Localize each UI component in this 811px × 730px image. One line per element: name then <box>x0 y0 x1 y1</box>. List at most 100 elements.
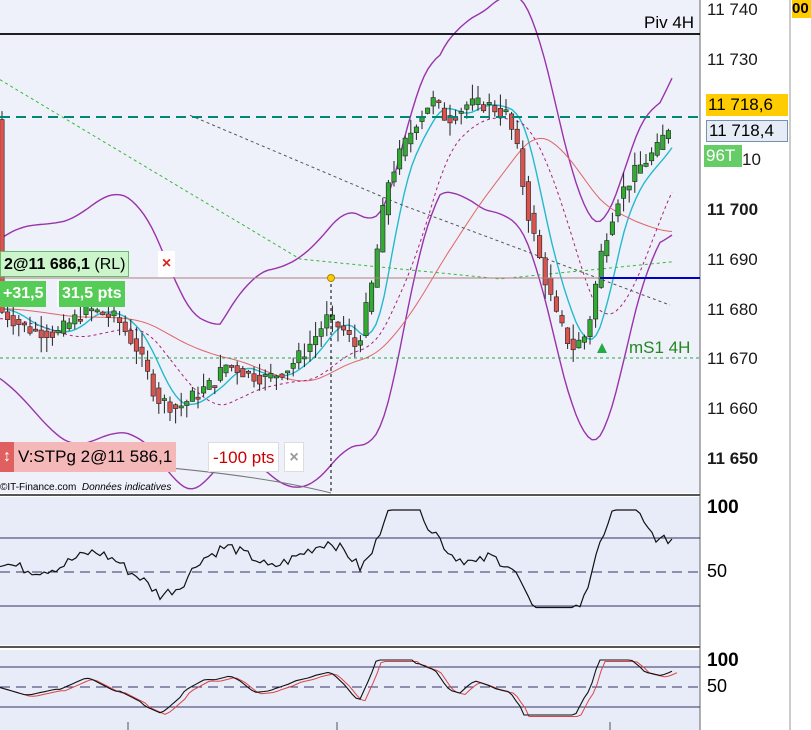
candle-body <box>173 404 179 409</box>
candle-body <box>363 302 369 336</box>
candle-body <box>609 221 615 235</box>
current-price-tag: 11 718,6 <box>706 94 788 116</box>
slow-moving-average <box>0 137 673 382</box>
credits-source: ©IT-Finance.com <box>0 482 77 493</box>
rsi-panel-background <box>0 497 700 645</box>
price-tick: 11 660 <box>707 399 758 418</box>
stop-order-points: -100 pts <box>208 442 280 472</box>
candle-body <box>413 126 419 134</box>
candle-body <box>201 386 207 394</box>
green-dashed-average <box>0 79 673 280</box>
stop-order-drag-icon[interactable]: ↕ <box>0 442 14 472</box>
credits-note: Données indicatives <box>81 482 172 493</box>
bollinger-upper <box>0 0 673 325</box>
candle-body <box>105 313 111 318</box>
ms1-label: mS1 4H <box>629 338 691 357</box>
candle-body <box>458 110 464 114</box>
candle-body <box>665 130 671 139</box>
candle-body <box>464 104 470 110</box>
candle-body <box>509 113 515 130</box>
position-order-suffix: (RL) <box>94 256 126 273</box>
candle-body <box>531 212 537 234</box>
candle-body <box>184 401 190 406</box>
candle-body <box>402 137 408 157</box>
candle-body <box>514 128 520 145</box>
candle-body <box>621 186 627 199</box>
bollinger-bands <box>0 0 673 490</box>
price-tick-partial: 10 <box>742 150 761 169</box>
candle-body <box>161 398 167 401</box>
candle-body <box>643 162 649 167</box>
candle-body <box>0 119 5 313</box>
credits: ©IT-Finance.com Données indicatives <box>0 482 171 493</box>
price-tick: 11 690 <box>707 250 758 269</box>
candle-body <box>49 331 55 338</box>
candle-body <box>111 310 117 317</box>
candle-body <box>503 109 509 113</box>
candle-body <box>341 325 347 331</box>
candle-body <box>447 115 453 124</box>
second-price-tag: 11 718,4 <box>706 120 788 142</box>
corner-price-tag: 00 <box>792 0 811 18</box>
candle-body <box>481 104 487 112</box>
candle-body <box>21 322 27 326</box>
candle-body <box>5 311 11 320</box>
candle-body <box>385 182 391 216</box>
candle-body <box>313 336 319 346</box>
candle-body <box>262 374 268 377</box>
candle-body <box>117 317 123 324</box>
close-stop-order-icon[interactable]: × <box>284 442 304 472</box>
candle-body <box>206 380 212 390</box>
candle-body <box>139 346 145 355</box>
candle-body <box>548 277 554 295</box>
price-tick: 11 680 <box>707 300 758 319</box>
candle-body <box>257 374 263 385</box>
candle-body <box>66 322 72 329</box>
candle-body <box>16 318 22 325</box>
candle-body <box>217 367 223 381</box>
candle-body <box>290 362 296 369</box>
candle-body <box>649 152 655 162</box>
candle-body <box>497 108 503 117</box>
position-order-text: 2@11 686,1 <box>4 256 90 273</box>
candle-body <box>27 326 33 334</box>
candle-body <box>212 385 218 388</box>
long-trend-average <box>189 114 671 306</box>
price-panel-background <box>0 0 700 493</box>
candle-body <box>296 350 302 364</box>
stochastic-panel-background <box>0 650 700 730</box>
price-tick: 11 730 <box>707 50 758 69</box>
candle-body <box>234 365 240 373</box>
candle-body <box>604 240 610 257</box>
bollinger-lower <box>0 191 673 490</box>
candle-body <box>542 257 548 286</box>
candle-body <box>122 321 128 333</box>
price-tick: 11 700 <box>707 200 759 219</box>
candle-body <box>156 387 162 404</box>
price-tick: 11 650 <box>707 449 759 468</box>
price-tick: 11 740 <box>707 0 758 19</box>
candle-body <box>150 373 156 397</box>
candle-body <box>380 205 386 253</box>
rsi-line <box>0 509 673 609</box>
candlesticks <box>0 84 671 424</box>
candle-body <box>307 343 313 352</box>
candle-body <box>167 401 173 413</box>
candle-body <box>397 148 403 170</box>
candle-body <box>72 314 78 325</box>
candle-body <box>626 185 632 191</box>
close-position-icon[interactable]: × <box>158 251 175 277</box>
candle-body <box>285 370 291 374</box>
candle-body <box>245 370 251 374</box>
candle-body <box>593 283 599 320</box>
candle-body <box>637 164 643 174</box>
rsi-50-label: 50 <box>707 561 728 581</box>
position-order-box[interactable]: 2@11 686,1 (RL) <box>0 251 130 277</box>
pnl-points-badge: 31,5 pts <box>57 281 125 307</box>
candle-body <box>559 315 565 324</box>
candle-body <box>10 315 16 327</box>
candle-body <box>581 336 587 343</box>
stop-order-text[interactable]: V:STPg 2@11 586,1 <box>14 442 177 472</box>
candle-body <box>570 338 576 351</box>
